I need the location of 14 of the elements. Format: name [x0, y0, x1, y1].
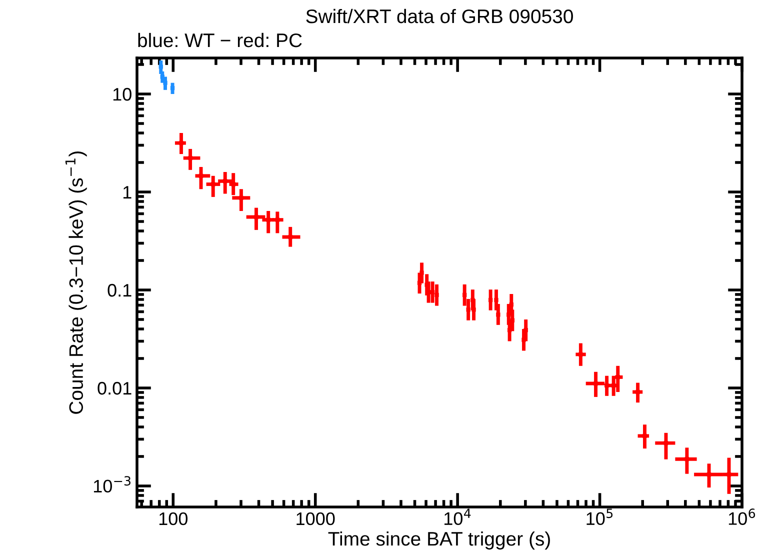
y-tick-label: 0.01 — [98, 382, 132, 395]
y-tick-label: 10$^{−3}$ — [94, 476, 130, 493]
y-tick-label: 1 — [123, 186, 132, 199]
x-tick-label: 10$^{4}$ — [444, 508, 471, 525]
y-tick-label: 0.1 — [108, 284, 132, 297]
y-axis-title: Count Rate (0.3−10 keV) (s$^{−1}$) — [65, 152, 87, 414]
y-tick-label: 10 — [113, 88, 132, 101]
chart-subtitle: blue: WT − red: PC — [138, 32, 302, 48]
x-tick-label: 10$^{5}$ — [586, 508, 613, 525]
x-tick-label: 1000 — [296, 512, 335, 526]
x-tick-label: 100 — [159, 512, 188, 526]
x-tick-label: 10$^{6}$ — [728, 508, 756, 525]
x-axis-title: Time since BAT trigger (s) — [328, 531, 550, 550]
chart-title: Swift/XRT data of GRB 090530 — [306, 8, 573, 24]
